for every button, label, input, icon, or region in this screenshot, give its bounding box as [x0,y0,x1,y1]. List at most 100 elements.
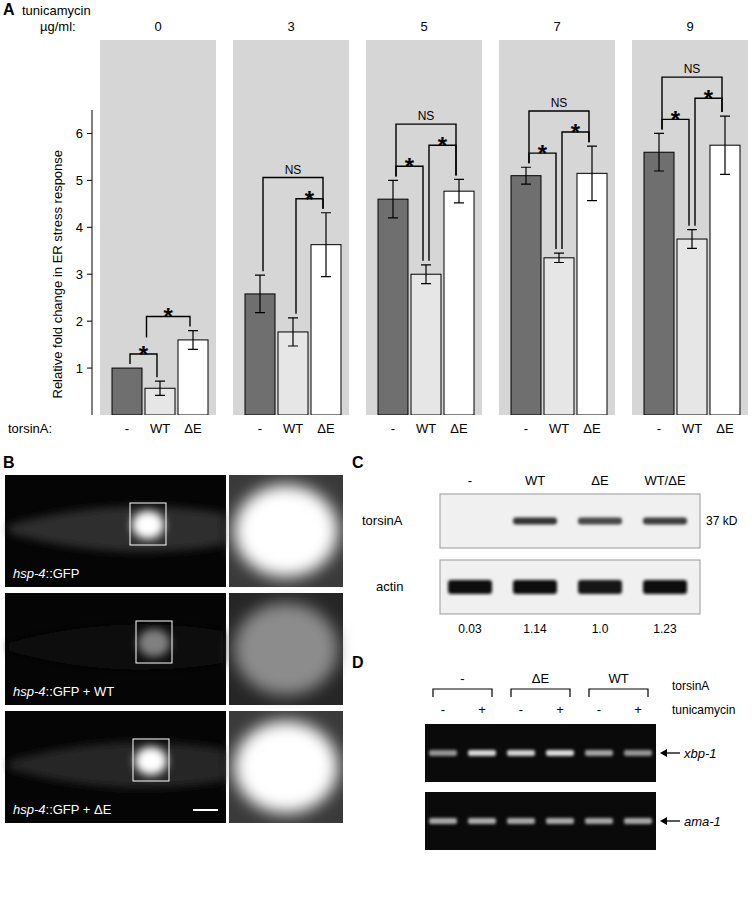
significance-label: * [164,303,174,330]
subtitle: µg/ml: [40,19,76,34]
treatment-level: - [597,702,601,717]
scale-bar [193,809,218,811]
bar-label: - [524,421,528,436]
error-bar [288,318,298,346]
significance-bracket [662,119,689,225]
bar [544,258,574,415]
micrograph-label: hsp-4::GFP + WT [13,684,114,699]
gene-name: hsp-4 [13,684,46,699]
significance-label: * [571,119,581,146]
group-bracket [589,689,648,697]
treatment-level: + [556,702,564,717]
gfp-signal [132,511,164,539]
gel-band [468,818,496,824]
lane-label: WT/ΔE [644,473,686,488]
zoom-bg [229,475,343,587]
gel-band [585,750,613,756]
category-label: 3 [287,19,294,34]
y-tick [87,227,92,228]
significance-bracket [396,124,456,176]
blot-band [643,580,687,594]
treatment-level: - [441,702,445,717]
y-tick [87,180,92,181]
y-tick-label: 2 [76,314,83,329]
worm [9,624,223,670]
y-tick [87,321,92,322]
group-panel [233,40,349,415]
significance-label: * [438,132,448,159]
lane-label: ΔE [591,473,609,488]
y-axis [92,110,93,415]
significance-bracket [396,166,423,261]
gel-band [468,750,496,756]
bar [677,239,707,415]
y-tick-label: 3 [76,267,83,282]
gel-band [507,750,535,756]
significance-label: NS [418,109,435,123]
bar-label: WT [682,421,702,436]
title: tunicamycin [22,3,91,18]
blot-band [448,580,492,594]
zoom-box [133,739,169,781]
bar-label: ΔE [583,421,601,436]
blot-label: actin [376,579,403,594]
gel-band [429,818,457,824]
zoom-image [229,593,343,705]
significance-bracket [562,132,589,249]
error-bar [188,331,198,350]
zoom-box [136,621,172,663]
blot-label: torsinA [362,513,403,528]
bar [710,145,740,415]
micrograph-label: hsp-4::GFP [13,566,79,581]
worm [9,506,223,552]
significance-label: * [671,106,681,133]
bar [644,152,674,415]
significance-label: * [405,153,415,180]
y-tick [87,368,92,369]
bar [378,199,408,415]
panel-label: D [352,654,364,671]
gel [425,724,656,782]
error-bar [388,180,398,218]
micrograph-bg [5,711,226,823]
bar-label: - [391,421,395,436]
error-bar [454,179,464,202]
gel-band [429,750,457,756]
band-ratio: 1.23 [653,622,677,636]
error-bar [587,146,597,200]
blot-frame [440,560,700,614]
error-bar [554,253,564,262]
error-bar [155,381,165,395]
bar [112,368,142,415]
blot-band [643,518,687,525]
bar-label: - [258,421,262,436]
gel-band [624,818,652,824]
blot-band [513,580,557,594]
label-text: ::GFP [46,566,80,581]
arrowhead [660,749,667,757]
error-bar [255,275,265,313]
y-tick [87,274,92,275]
error-bar [321,213,331,277]
bar [411,274,441,415]
gel-band [546,750,574,756]
label-text: ::GFP + ΔE [46,802,112,817]
gel [425,792,656,850]
treatment-level: + [634,702,642,717]
group-label: ΔE [532,671,550,686]
arrowhead [660,817,667,825]
gel-band [585,818,613,824]
bar-label: WT [549,421,569,436]
y-tick-label: 1 [76,361,83,376]
group-title: torsinA [672,679,709,693]
group-label: - [460,671,464,686]
size-marker: 37 kD [706,514,738,528]
group-panel [366,40,482,415]
group-panel [499,40,615,415]
micrograph: hsp-4::GFP + WT [5,593,226,705]
significance-label: NS [684,62,701,76]
significance-bracket [296,199,323,314]
y-tick-label: 6 [76,126,83,141]
group-bracket [511,689,570,697]
bar-label: ΔE [317,421,335,436]
